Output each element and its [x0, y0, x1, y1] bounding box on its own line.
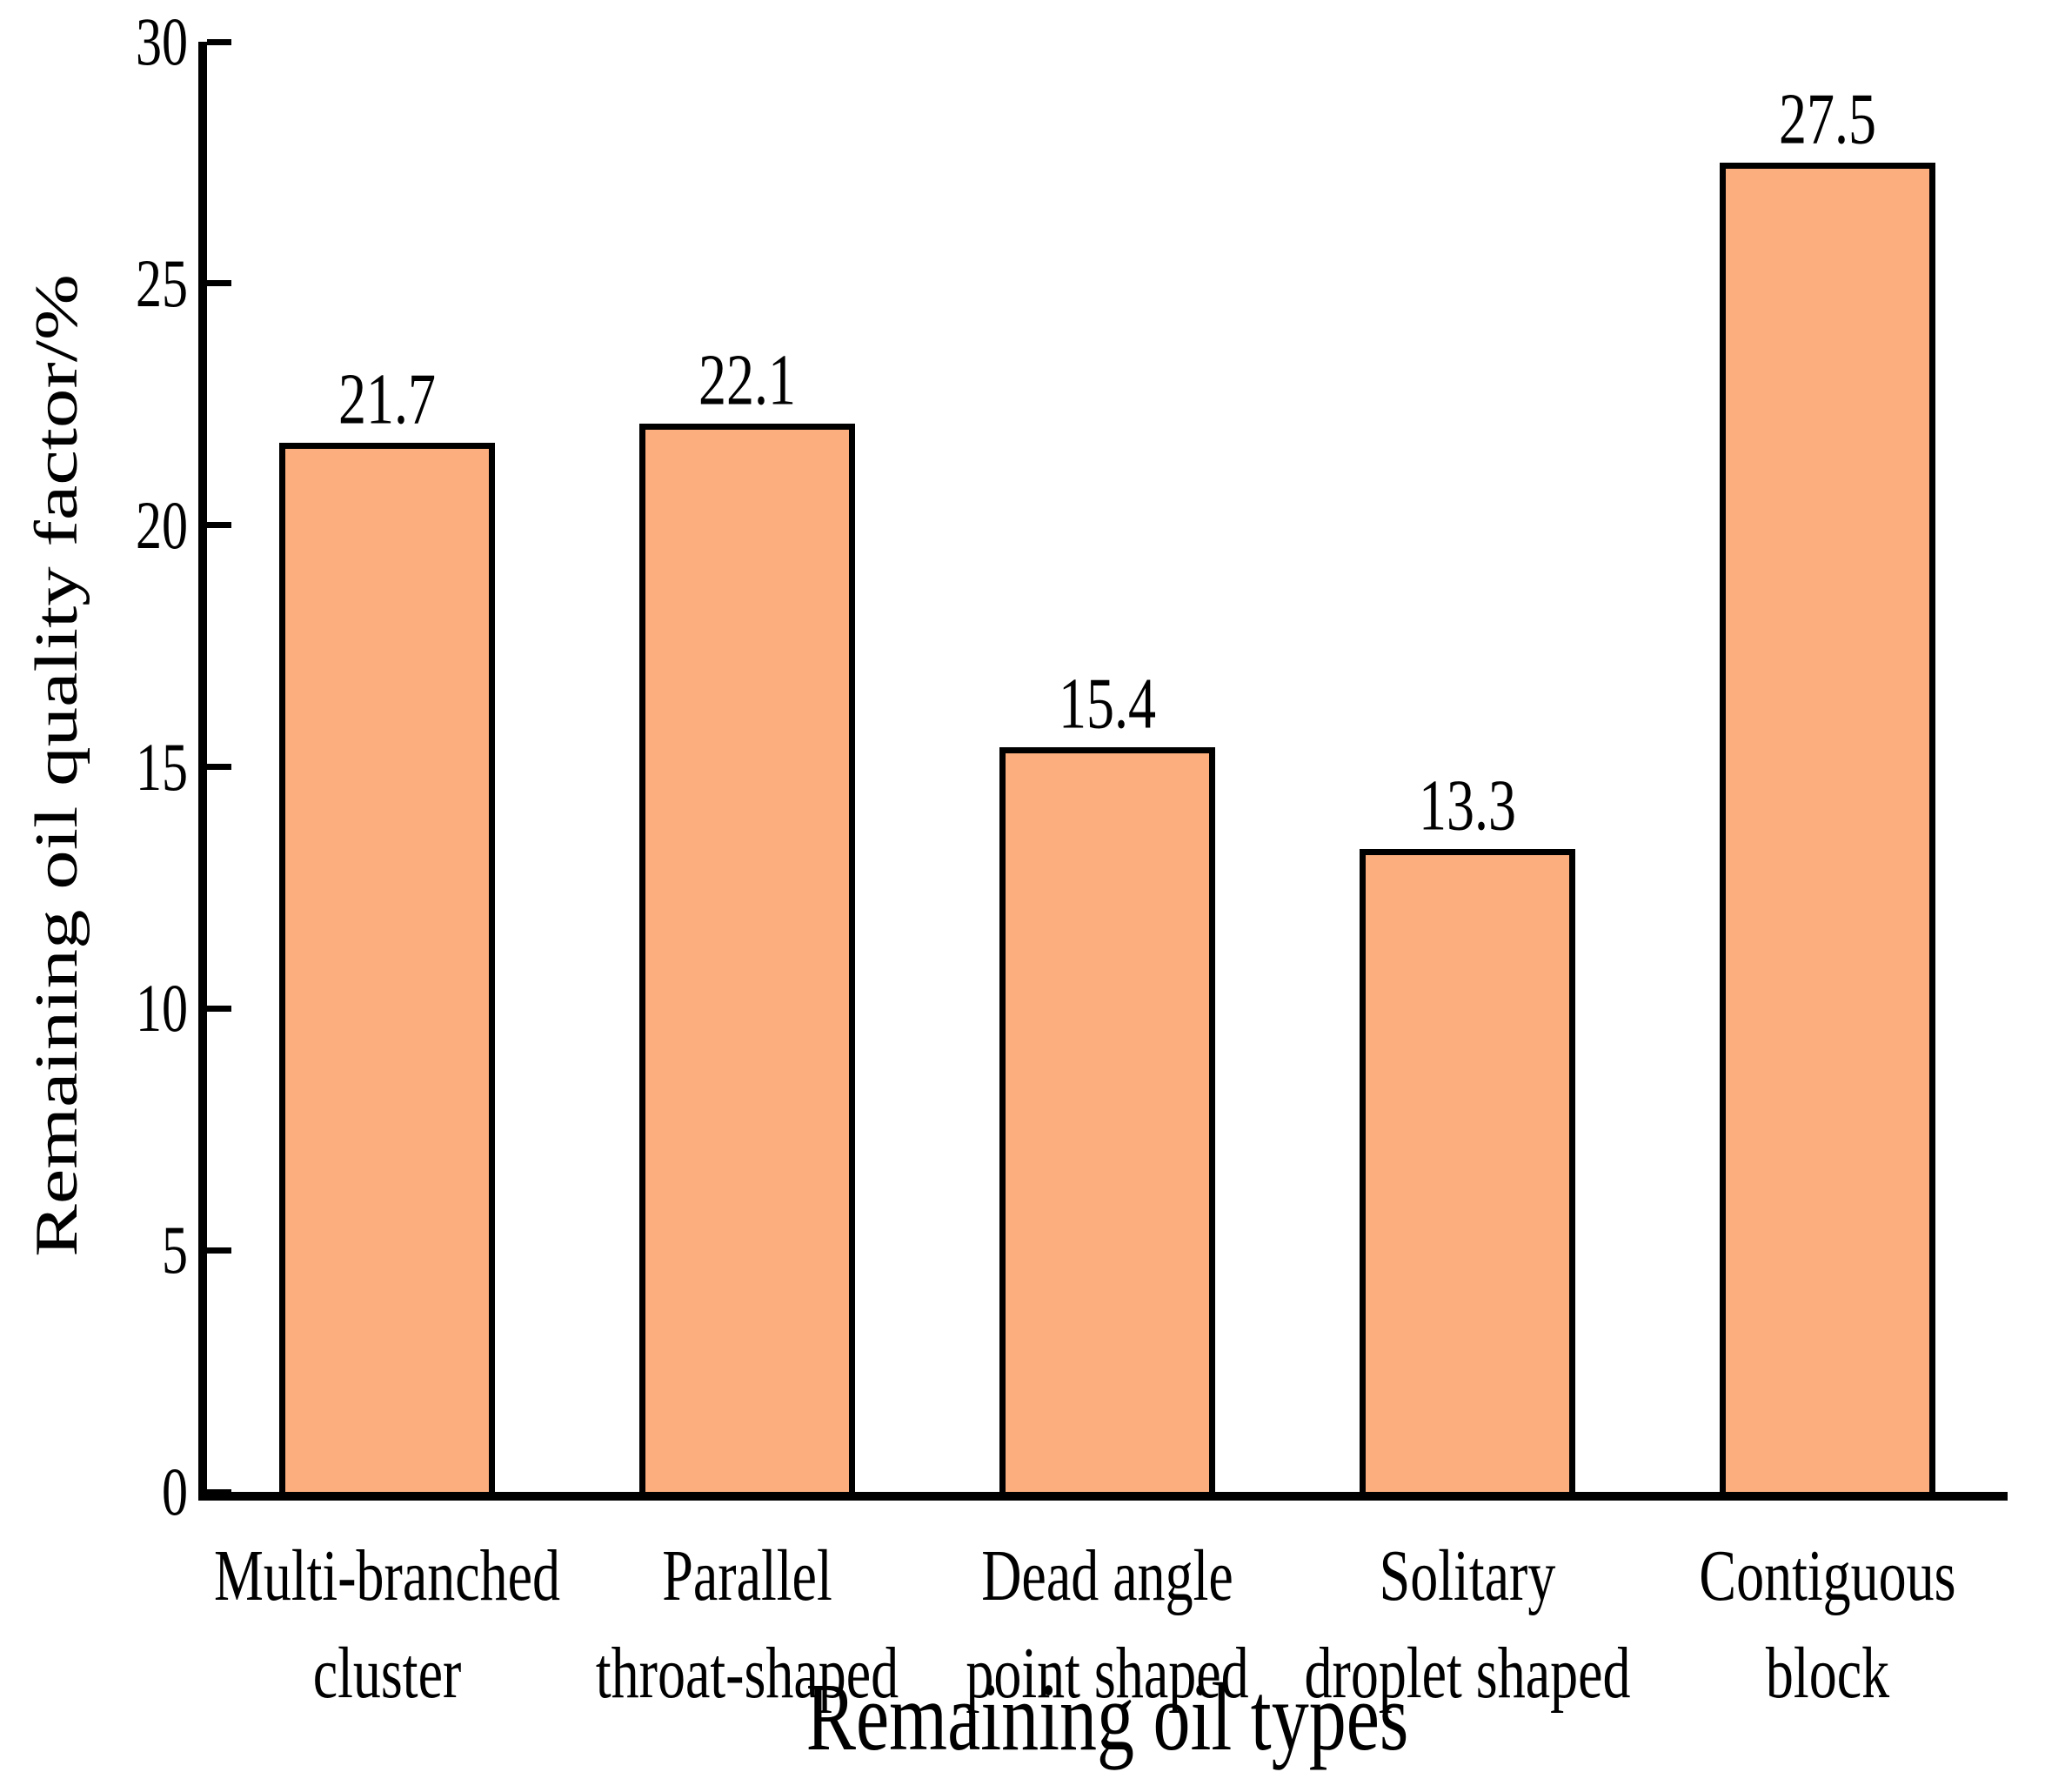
bar-4	[1359, 848, 1576, 1492]
bar-5	[1719, 162, 1936, 1492]
y-axis-title: Remaining oil quality factor/%	[23, 274, 90, 1257]
y-axis-tick-label: 10	[136, 971, 188, 1046]
y-axis-tick	[207, 522, 231, 529]
plot-area: 0 5 10 15 20 25 30 21.7 22.1 15.4 13.3 27.5	[136, 8, 2008, 1526]
x-category-label: Multi-branched cluster	[213, 1535, 561, 1714]
y-axis-tick	[207, 1005, 231, 1012]
x-category-label: Contiguous block	[1699, 1535, 1956, 1714]
y-axis-tick-label: 0	[162, 1454, 188, 1529]
y-axis-tick-label: 15	[136, 729, 188, 805]
bar-value-label: 21.7	[338, 358, 436, 440]
y-axis-tick	[207, 280, 231, 287]
y-axis-tick-label: 25	[136, 245, 188, 321]
bar-value-label: 13.3	[1419, 765, 1516, 846]
y-axis-tick	[207, 1488, 231, 1495]
y-axis-tick-label: 20	[136, 487, 188, 563]
x-category-label: Dead angle point shaped	[966, 1535, 1249, 1714]
y-axis-tick-label: 5	[162, 1213, 188, 1288]
bar-1	[278, 443, 496, 1492]
x-axis-title: Remaining oil types	[805, 1662, 1409, 1771]
y-axis-tick	[207, 38, 231, 45]
y-axis-tick	[207, 1247, 231, 1254]
x-category-label: Parallel throat-shaped	[595, 1535, 899, 1714]
bar-value-label: 22.1	[698, 339, 796, 420]
y-axis-tick-label: 30	[136, 4, 188, 79]
x-axis-category-labels: Multi-branched cluster Parallel throat-sh…	[207, 1528, 2008, 1754]
y-axis-tick	[207, 764, 231, 770]
bar-2	[638, 423, 856, 1492]
bar-value-label: 15.4	[1059, 663, 1156, 745]
bar-3	[999, 747, 1216, 1492]
bar-value-label: 27.5	[1779, 78, 1876, 159]
x-category-label: Solitary droplet shaped	[1304, 1535, 1631, 1714]
